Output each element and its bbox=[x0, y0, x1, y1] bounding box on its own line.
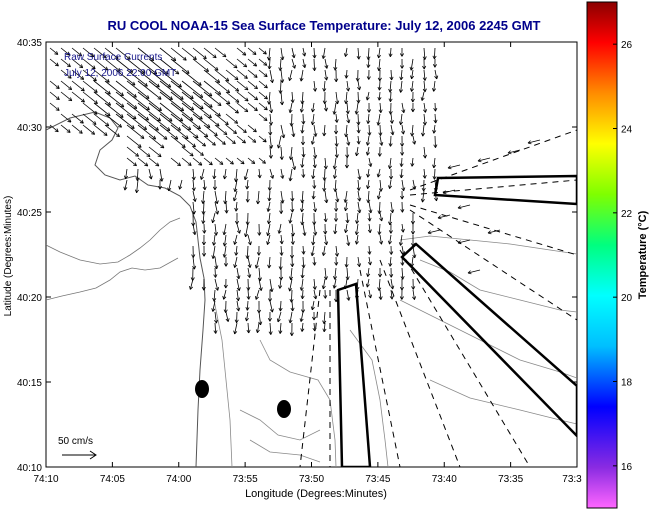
radar-coverage-lines bbox=[299, 129, 577, 467]
overlay-text-line1: Raw Surface Currents bbox=[64, 52, 162, 63]
y-axis: 40:35 40:30 40:25 40:20 40:15 40:10 bbox=[17, 38, 577, 474]
colorbar-tick-label: 16 bbox=[621, 462, 633, 473]
colorbar-tick-label: 22 bbox=[621, 209, 633, 220]
x-tick-label: 73:45 bbox=[365, 474, 390, 485]
x-tick-label: 74:05 bbox=[100, 474, 125, 485]
y-tick-label: 40:25 bbox=[17, 208, 42, 219]
station-marker bbox=[195, 380, 209, 398]
scale-label: 50 cm/s bbox=[58, 436, 93, 447]
colorbar bbox=[586, 1, 618, 509]
y-tick-label: 40:30 bbox=[17, 123, 42, 134]
colorbar-tick-label: 24 bbox=[621, 125, 633, 136]
y-axis-label: Latitude (Degrees:Minutes) bbox=[3, 196, 14, 317]
x-tick-label: 74:00 bbox=[166, 474, 191, 485]
colorbar-ticks: 26 24 22 20 18 16 bbox=[613, 40, 633, 473]
y-tick-label: 40:35 bbox=[17, 38, 42, 49]
coastline-bay bbox=[46, 257, 179, 301]
y-tick-label: 40:15 bbox=[17, 378, 42, 389]
x-axis-label: Longitude (Degrees:Minutes) bbox=[245, 488, 387, 500]
colorbar-tick-label: 26 bbox=[621, 40, 633, 51]
scale-arrowhead bbox=[89, 450, 97, 460]
x-tick-label: 73:3 bbox=[562, 474, 582, 485]
x-tick-label: 73:35 bbox=[498, 474, 523, 485]
x-tick-label: 73:40 bbox=[432, 474, 457, 485]
map-title: RU COOL NOAA-15 Sea Surface Temperature:… bbox=[107, 18, 540, 33]
x-tick-label: 73:55 bbox=[233, 474, 258, 485]
coastline bbox=[46, 111, 206, 467]
coastline-inner bbox=[46, 217, 181, 265]
colorbar-tick-label: 20 bbox=[621, 293, 633, 304]
station-marker bbox=[277, 400, 291, 418]
overlay-text-line2: July 12, 2006 22:00 GMT bbox=[64, 68, 176, 79]
current-vectors bbox=[49, 47, 541, 336]
x-tick-label: 73:50 bbox=[299, 474, 324, 485]
x-tick-label: 74:10 bbox=[33, 474, 58, 485]
y-tick-label: 40:10 bbox=[17, 463, 42, 474]
colorbar-label: Temperature (°C) bbox=[637, 210, 649, 299]
x-axis: 74:10 74:05 74:00 73:55 73:50 73:45 73:40 73:35… bbox=[33, 42, 582, 485]
y-tick-label: 40:20 bbox=[17, 293, 42, 304]
colorbar-tick-label: 18 bbox=[621, 378, 633, 389]
